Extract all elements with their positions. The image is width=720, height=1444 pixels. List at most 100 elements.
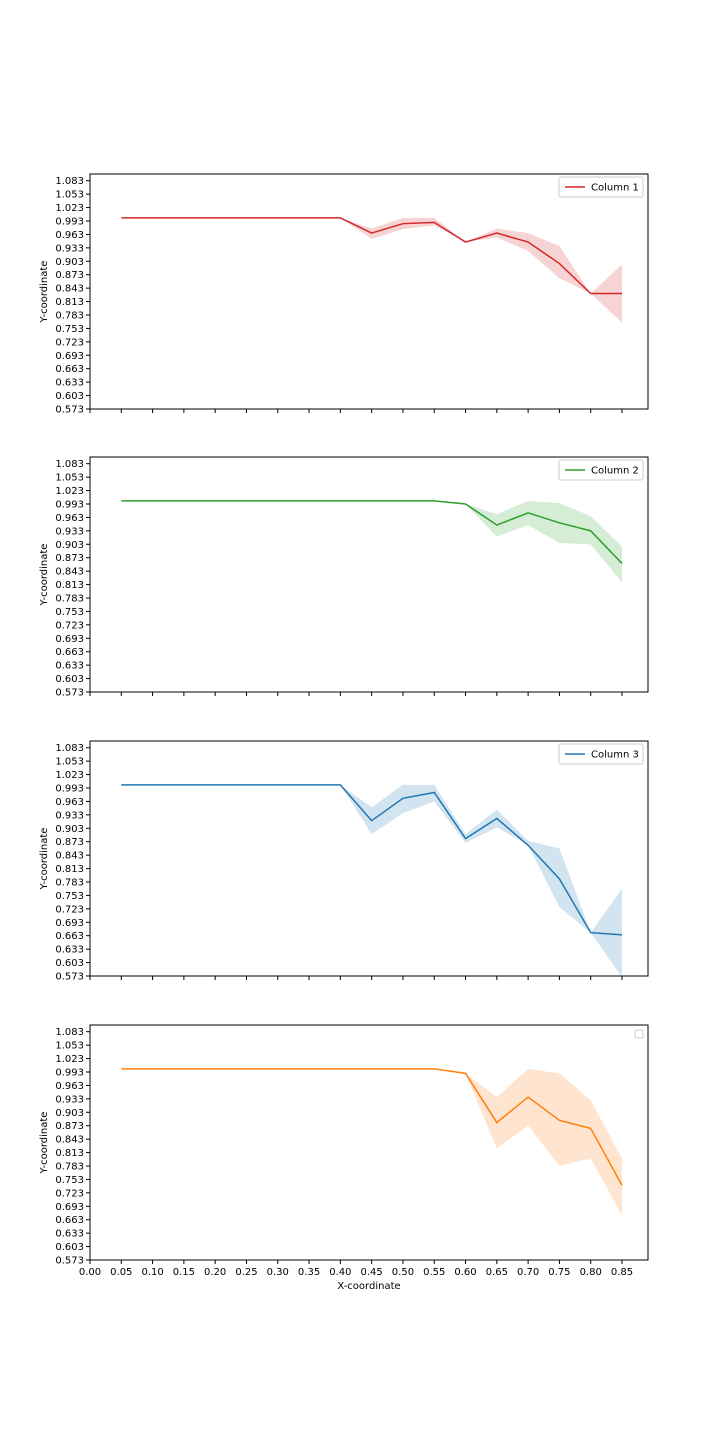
y-tick-label: 0.633 <box>55 661 84 672</box>
y-tick-label: 0.903 <box>55 824 84 835</box>
x-tick-label: 0.40 <box>329 1267 351 1278</box>
x-axis-label: X-coordinate <box>337 1281 400 1292</box>
y-tick-label: 0.783 <box>55 1162 84 1173</box>
x-tick-label: 0.20 <box>204 1267 226 1278</box>
legend-label: Column 2 <box>591 466 639 477</box>
plot-area <box>89 1024 649 1261</box>
y-tick-label: 1.023 <box>55 203 84 214</box>
y-tick-label: 0.603 <box>55 674 84 685</box>
series-line <box>121 784 623 936</box>
y-tick-label: 0.723 <box>55 1188 84 1199</box>
y-tick-label: 0.633 <box>55 945 84 956</box>
y-tick-label: 0.663 <box>55 364 84 375</box>
y-tick-label: 0.813 <box>55 1148 84 1159</box>
y-tick-label: 0.813 <box>55 864 84 875</box>
legend-label: Column 1 <box>591 183 639 194</box>
y-tick-label: 0.783 <box>55 878 84 889</box>
y-tick-label: 0.903 <box>55 257 84 268</box>
y-tick-label: 0.753 <box>55 891 84 902</box>
y-tick-label: 0.573 <box>55 688 84 699</box>
y-tick-label: 0.933 <box>55 526 84 537</box>
y-tick-label: 0.873 <box>55 1121 84 1132</box>
y-axis-label: Y-coordinate <box>39 261 50 324</box>
series-line <box>121 217 622 295</box>
y-tick-label: 1.053 <box>55 190 84 201</box>
y-tick-label: 1.053 <box>55 473 84 484</box>
y-tick-label: 1.083 <box>55 743 84 754</box>
confidence-band <box>121 500 622 583</box>
y-tick-label: 0.633 <box>55 378 84 389</box>
y-tick-label: 0.873 <box>55 837 84 848</box>
y-tick-label: 0.753 <box>55 324 84 335</box>
y-tick-label: 0.903 <box>55 540 84 551</box>
y-tick-label: 1.083 <box>55 176 84 187</box>
y-tick-label: 0.693 <box>55 351 84 362</box>
x-tick-label: 0.45 <box>361 1267 383 1278</box>
y-tick-label: 0.663 <box>55 1215 84 1226</box>
y-tick-label: 0.873 <box>55 553 84 564</box>
y-tick-label: 0.603 <box>55 391 84 402</box>
y-tick-label: 0.693 <box>55 1202 84 1213</box>
x-tick-label: 0.80 <box>580 1267 602 1278</box>
x-tick-label: 0.65 <box>486 1267 508 1278</box>
legend-box <box>558 176 644 198</box>
y-tick-label: 0.573 <box>55 1256 84 1267</box>
x-tick-label: 0.55 <box>423 1267 445 1278</box>
y-axis-label: Y-coordinate <box>39 1112 50 1175</box>
y-tick-label: 0.903 <box>55 1108 84 1119</box>
y-tick-label: 0.783 <box>55 311 84 322</box>
x-tick-label: 0.35 <box>298 1267 320 1278</box>
x-tick-label: 0.30 <box>267 1267 289 1278</box>
y-tick-label: 0.723 <box>55 337 84 348</box>
y-tick-label: 0.993 <box>55 1068 84 1079</box>
x-tick-label: 0.70 <box>517 1267 539 1278</box>
y-tick-label: 0.843 <box>55 1135 84 1146</box>
y-tick-label: 0.813 <box>55 297 84 308</box>
y-tick-label: 0.693 <box>55 634 84 645</box>
y-tick-label: 1.083 <box>55 1027 84 1038</box>
x-tick-label: 0.75 <box>548 1267 570 1278</box>
y-tick-label: 0.933 <box>55 810 84 821</box>
y-tick-label: 0.933 <box>55 1094 84 1105</box>
y-tick-label: 0.753 <box>55 1175 84 1186</box>
y-tick-label: 0.723 <box>55 620 84 631</box>
subplot-2: 0.573 0.603 0.633 0.663 0.693 0.723 0.753 0.783… <box>39 456 649 699</box>
y-tick-label: 0.783 <box>55 594 84 605</box>
x-tick-label: 0.50 <box>392 1267 414 1278</box>
series-line <box>121 500 623 565</box>
y-tick-label: 0.993 <box>55 217 84 228</box>
y-tick-label: 0.963 <box>55 797 84 808</box>
y-tick-label: 0.873 <box>55 270 84 281</box>
x-tick-label: 0.85 <box>611 1267 633 1278</box>
legend-label: Column 3 <box>591 750 639 761</box>
y-tick-label: 1.053 <box>55 757 84 768</box>
confidence-band <box>121 217 622 323</box>
subplot-4: 0.573 0.603 0.633 0.663 0.693 0.723 0.753 0.783… <box>39 1024 649 1292</box>
y-tick-label: 0.963 <box>55 230 84 241</box>
y-tick-label: 0.723 <box>55 904 84 915</box>
series-line <box>121 1068 623 1186</box>
y-tick-label: 1.023 <box>55 1054 84 1065</box>
y-tick-label: 0.603 <box>55 1242 84 1253</box>
legend-box <box>558 743 644 765</box>
y-tick-label: 0.843 <box>55 284 84 295</box>
y-tick-label: 0.993 <box>55 784 84 795</box>
confidence-band <box>121 784 622 978</box>
y-tick-label: 1.023 <box>55 486 84 497</box>
x-tick-label: 0.00 <box>79 1267 101 1278</box>
y-tick-label: 0.573 <box>55 405 84 416</box>
legend-box <box>634 1029 644 1039</box>
x-tick-label: 0.10 <box>141 1267 163 1278</box>
plot-area <box>89 740 649 977</box>
y-tick-label: 0.993 <box>55 500 84 511</box>
y-axis-label: Y-coordinate <box>39 544 50 607</box>
legend-box <box>558 459 644 481</box>
x-tick-label: 0.25 <box>235 1267 257 1278</box>
y-tick-label: 0.843 <box>55 851 84 862</box>
y-tick-label: 0.843 <box>55 567 84 578</box>
confidence-band <box>121 1068 622 1216</box>
y-tick-label: 0.813 <box>55 580 84 591</box>
y-tick-label: 0.663 <box>55 647 84 658</box>
y-tick-label: 0.663 <box>55 931 84 942</box>
